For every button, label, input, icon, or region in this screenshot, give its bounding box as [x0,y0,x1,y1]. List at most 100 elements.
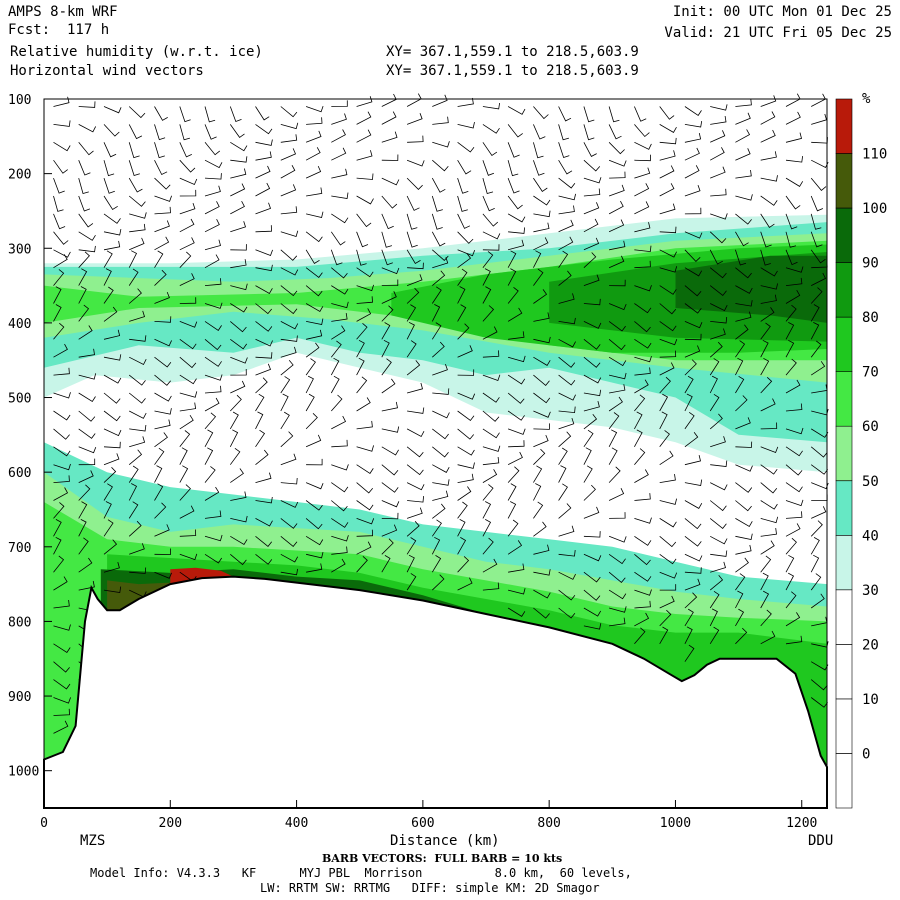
wind-barb-633 [608,321,626,332]
wind-barb-434 [432,341,445,358]
wind-barb-895 [810,554,820,573]
wind-barb-218 [230,338,248,350]
wind-barb-27 [53,576,68,591]
wind-barb-861 [785,511,803,519]
wind-barb-891 [811,494,828,501]
wind-barb-254 [255,518,273,527]
wind-barb-275 [280,411,290,430]
wind-barb-800 [735,533,753,540]
wind-barb-113 [128,392,146,404]
wind-barb-798 [735,500,752,512]
wind-barb-180 [204,124,217,140]
wind-barb-51 [78,373,97,380]
wind-barb-189 [204,278,222,286]
wind-barb-430 [432,270,446,286]
wind-barb-892 [811,506,827,519]
wind-barb-354 [356,376,368,394]
wind-barb-560 [533,589,551,599]
wind-barb-83 [103,354,122,361]
wind-barb-135 [154,269,167,286]
wind-barb-685 [659,150,676,161]
wind-barb-513 [507,250,517,268]
wind-barb-535 [533,142,544,159]
wind-barb-662 [634,303,652,314]
colorbar-label-110: 110 [862,147,887,163]
wind-barb-465 [457,410,475,422]
wind-barb-112 [128,374,146,386]
colorbar-bin-4 [835,534,853,591]
wind-barb-571 [558,250,569,268]
wind-barb-570 [558,236,574,251]
wind-barb-749 [710,166,726,179]
wind-barb-314 [331,147,347,161]
wind-barb-79 [103,268,112,286]
wind-barb-327 [330,375,340,394]
wind-barb-676 [634,553,651,566]
wind-barb-287 [305,147,321,161]
wind-barb-695 [659,338,678,346]
wind-barb-614 [583,506,600,519]
wind-barb-94 [103,539,118,555]
wind-barb-452 [457,177,469,194]
wind-barb-278 [280,477,298,485]
wind-barb-781 [735,194,753,201]
wind-barb-169 [179,402,197,412]
wind-barb-772 [709,575,724,591]
wind-barb-131 [154,206,171,215]
wind-barb-167 [179,374,197,385]
wind-barb-546 [533,336,551,344]
wind-barb-148 [154,502,167,519]
wind-barb-346 [356,249,367,266]
wind-barb-123 [129,567,147,574]
colorbar-bin-11 [835,153,853,209]
wind-barb-413 [406,482,425,491]
wind-barb-795 [735,441,753,448]
wind-barb-425 [431,195,443,212]
wind-barb-814 [760,231,772,248]
y-tick-label-700: 700 [8,541,31,556]
wind-barb-159 [179,218,195,233]
wind-barb-258 [280,122,299,130]
wind-barb-373 [381,249,393,266]
wind-barb-491 [482,374,501,382]
wind-barb-96 [103,586,122,593]
wind-barb-144 [154,432,168,448]
wind-barb-702 [659,450,674,466]
wind-barb-835 [760,590,770,609]
wind-barb-484 [482,244,500,251]
wind-barb-793 [735,395,748,412]
wind-barb-25 [53,536,62,555]
wind-barb-872 [811,159,829,169]
wind-barb-780 [735,169,752,179]
wind-barb-125 [154,106,168,121]
wind-barb-875 [810,213,822,230]
x-tick-label-400: 400 [285,816,308,831]
y-tick-label-200: 200 [8,168,31,183]
wind-barb-827 [760,464,778,475]
wind-barb-812 [760,195,778,206]
wind-barb-837 [760,630,776,645]
wind-barb-531 [508,588,526,595]
wind-barb-362 [356,529,374,537]
wind-barb-324 [331,325,346,340]
wind-barb-126 [154,124,166,141]
wind-barb-39 [78,160,91,176]
wind-barb-838 [785,93,801,107]
barb-vector-note: BARB VECTORS: FULL BARB = 10 kts [322,852,563,865]
wind-barb-281 [280,535,298,547]
wind-barb-305 [305,482,324,490]
wind-barb-831 [760,528,777,537]
colorbar-bin-8 [835,316,853,373]
wind-barb-353 [356,357,365,376]
wind-barb-829 [760,500,778,510]
wind-barb-494 [482,428,500,439]
wind-barb-406 [406,340,417,358]
wind-barb-279 [280,500,299,508]
wind-barb-786 [735,285,753,294]
wind-barb-192 [204,338,222,351]
wind-barb-598 [583,218,599,233]
wind-barb-839 [785,111,801,125]
wind-barb-457 [457,253,472,269]
wind-barb-146 [154,465,163,483]
wind-barb-710 [659,595,675,609]
